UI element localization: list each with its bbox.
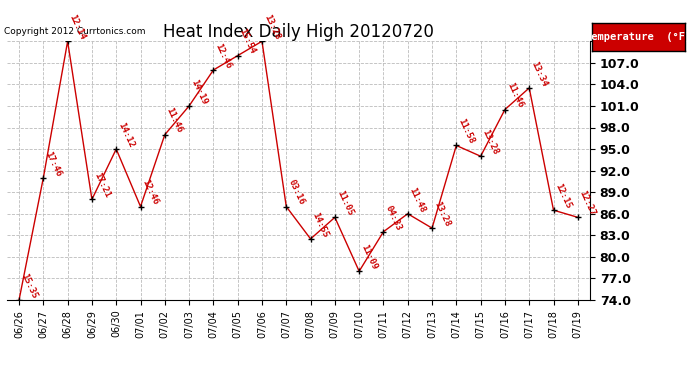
Text: 11:05: 11:05 xyxy=(335,189,355,217)
Text: 17:21: 17:21 xyxy=(92,171,112,200)
Text: 17:46: 17:46 xyxy=(43,150,63,178)
Text: 11:46: 11:46 xyxy=(505,81,524,110)
Text: 15:35: 15:35 xyxy=(19,272,39,300)
Text: 11:48: 11:48 xyxy=(408,186,427,214)
Title: Heat Index Daily High 20120720: Heat Index Daily High 20120720 xyxy=(163,23,434,41)
Text: 14:12: 14:12 xyxy=(116,121,136,149)
Text: 12:46: 12:46 xyxy=(141,178,160,207)
Text: 12:14: 12:14 xyxy=(68,13,87,41)
Text: 14:55: 14:55 xyxy=(310,211,330,239)
Text: 13:34: 13:34 xyxy=(529,60,549,88)
Text: 11:09: 11:09 xyxy=(359,243,379,271)
Text: Copyright 2012 Currtonics.com: Copyright 2012 Currtonics.com xyxy=(4,27,146,36)
Text: 13:28: 13:28 xyxy=(481,128,500,156)
Text: 12:27: 12:27 xyxy=(578,189,598,217)
Text: 14:19: 14:19 xyxy=(189,78,208,106)
Text: 12:46: 12:46 xyxy=(213,42,233,70)
Text: 13:28: 13:28 xyxy=(432,200,451,228)
Text: 13:28: 13:28 xyxy=(262,13,282,41)
Text: 12:15: 12:15 xyxy=(553,182,573,210)
Text: 03:16: 03:16 xyxy=(286,178,306,207)
Text: 11:58: 11:58 xyxy=(456,117,476,146)
Text: 04:33: 04:33 xyxy=(384,204,403,232)
Text: Temperature  (°F): Temperature (°F) xyxy=(586,32,690,42)
Text: 11:46: 11:46 xyxy=(165,106,184,135)
Text: 15:54: 15:54 xyxy=(237,27,257,56)
